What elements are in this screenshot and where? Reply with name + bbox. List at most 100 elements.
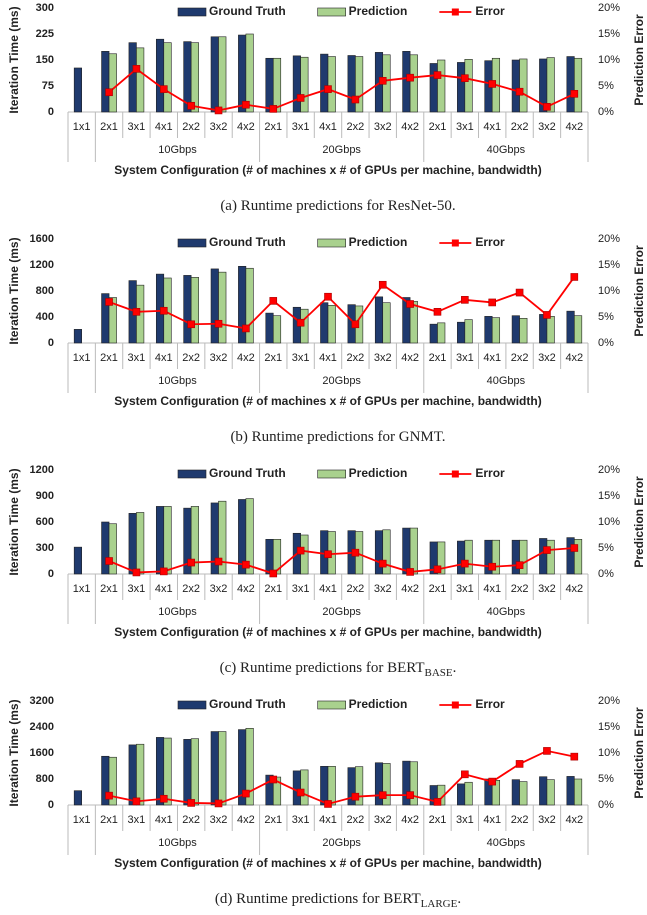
bar <box>327 56 336 113</box>
x-tick-label: 1x1 <box>73 352 91 364</box>
x-tick-label: 2x1 <box>100 121 118 133</box>
x-tick-label: 3x2 <box>374 352 392 364</box>
bar <box>437 541 446 575</box>
x-tick-label: 2x1 <box>429 352 447 364</box>
error-marker <box>433 798 442 806</box>
y2-tick-label: 10% <box>598 54 620 66</box>
x-tick-label: 1x1 <box>73 814 91 826</box>
error-marker <box>433 307 442 316</box>
error-line <box>108 67 575 112</box>
bar <box>546 539 555 575</box>
bar <box>320 53 329 113</box>
bar <box>163 737 172 806</box>
bar <box>190 42 199 113</box>
x-tick-label: 4x2 <box>237 352 255 364</box>
y-tick-label: 600 <box>36 516 54 528</box>
error-marker <box>132 65 141 73</box>
x-tick-label: 4x2 <box>565 814 583 826</box>
legend-label: Ground Truth <box>209 235 286 249</box>
y2-tick-label: 20% <box>598 2 620 14</box>
y2-tick-label: 10% <box>598 747 620 759</box>
error-marker <box>488 80 497 88</box>
error-marker <box>461 74 469 82</box>
error-marker <box>488 298 497 307</box>
bar <box>409 527 418 575</box>
error-marker <box>324 550 332 559</box>
bar <box>382 763 391 806</box>
error-marker <box>105 557 113 565</box>
y-tick-label: 0 <box>48 568 54 580</box>
y2-axis-title: Prediction Error <box>632 14 646 106</box>
legend-marker <box>451 701 459 709</box>
legend-swatch <box>317 700 346 710</box>
bar <box>457 540 466 575</box>
x-tick-label: 3x2 <box>374 121 392 133</box>
bar <box>245 267 254 344</box>
bar <box>546 57 555 113</box>
bar <box>218 731 227 806</box>
x-tick-label: 3x1 <box>292 121 310 133</box>
caption-text: (c) Runtime predictions for BERT <box>220 660 425 676</box>
bar <box>245 727 254 806</box>
x-tick-label: 4x1 <box>319 352 337 364</box>
bar <box>265 57 274 113</box>
error-marker <box>461 296 469 304</box>
legend-swatch <box>177 7 207 17</box>
x-tick-label: 3x2 <box>374 814 392 826</box>
x-tick-label: 4x2 <box>237 583 255 595</box>
caption-text: (a) Runtime predictions for ResNet-50. <box>220 198 455 214</box>
error-marker <box>515 288 524 297</box>
error-marker <box>461 770 469 779</box>
error-marker <box>296 546 305 555</box>
y2-axis-title: Prediction Error <box>632 707 646 799</box>
bar <box>300 534 309 575</box>
error-marker <box>461 559 469 568</box>
legend-marker <box>451 8 459 16</box>
error-marker <box>105 88 113 97</box>
x-tick-label: 3x1 <box>128 583 146 595</box>
error-marker <box>105 298 113 306</box>
y-tick-label: 900 <box>36 490 54 502</box>
x-tick-label: 1x1 <box>73 121 91 133</box>
error-marker <box>488 777 497 786</box>
x-tick-label: 2x1 <box>100 583 118 595</box>
x-tick-label: 3x1 <box>128 814 146 826</box>
bar <box>566 310 575 344</box>
caption-end: . <box>453 660 457 676</box>
group-label: 40Gbps <box>487 837 526 849</box>
x-tick-label: 4x2 <box>401 814 419 826</box>
bar <box>402 527 411 575</box>
bar <box>382 302 391 344</box>
error-marker <box>351 792 360 801</box>
bar <box>347 55 356 113</box>
x-tick-label: 2x2 <box>511 352 529 364</box>
group-label: 20Gbps <box>322 144 361 156</box>
x-axis-title: System Configuration (# of machines x # … <box>114 394 541 408</box>
error-marker <box>269 105 278 113</box>
y2-tick-label: 0% <box>598 799 614 811</box>
x-tick-label: 2x2 <box>346 583 364 595</box>
y2-tick-label: 15% <box>598 28 620 40</box>
x-tick-label: 4x2 <box>565 583 583 595</box>
y-tick-label: 75 <box>42 80 54 92</box>
y-tick-label: 300 <box>36 542 54 554</box>
x-tick-label: 1x1 <box>73 583 91 595</box>
legend-label: Error <box>475 4 505 18</box>
group-label: 40Gbps <box>487 375 526 387</box>
bar <box>128 513 137 575</box>
x-tick-label: 2x2 <box>511 583 529 595</box>
bar <box>183 275 192 344</box>
x-tick-label: 2x1 <box>100 352 118 364</box>
y-tick-label: 1200 <box>30 464 54 476</box>
bar <box>574 539 583 575</box>
y-tick-label: 1600 <box>30 747 54 759</box>
error-line <box>108 749 575 805</box>
error-marker <box>242 100 250 109</box>
caption-subscript: LARGE <box>421 898 458 910</box>
bar <box>539 776 548 806</box>
bar <box>355 766 364 806</box>
x-tick-label: 3x1 <box>292 814 310 826</box>
bar <box>265 539 274 575</box>
group-label: 20Gbps <box>322 606 361 618</box>
y-tick-label: 0 <box>48 106 54 118</box>
